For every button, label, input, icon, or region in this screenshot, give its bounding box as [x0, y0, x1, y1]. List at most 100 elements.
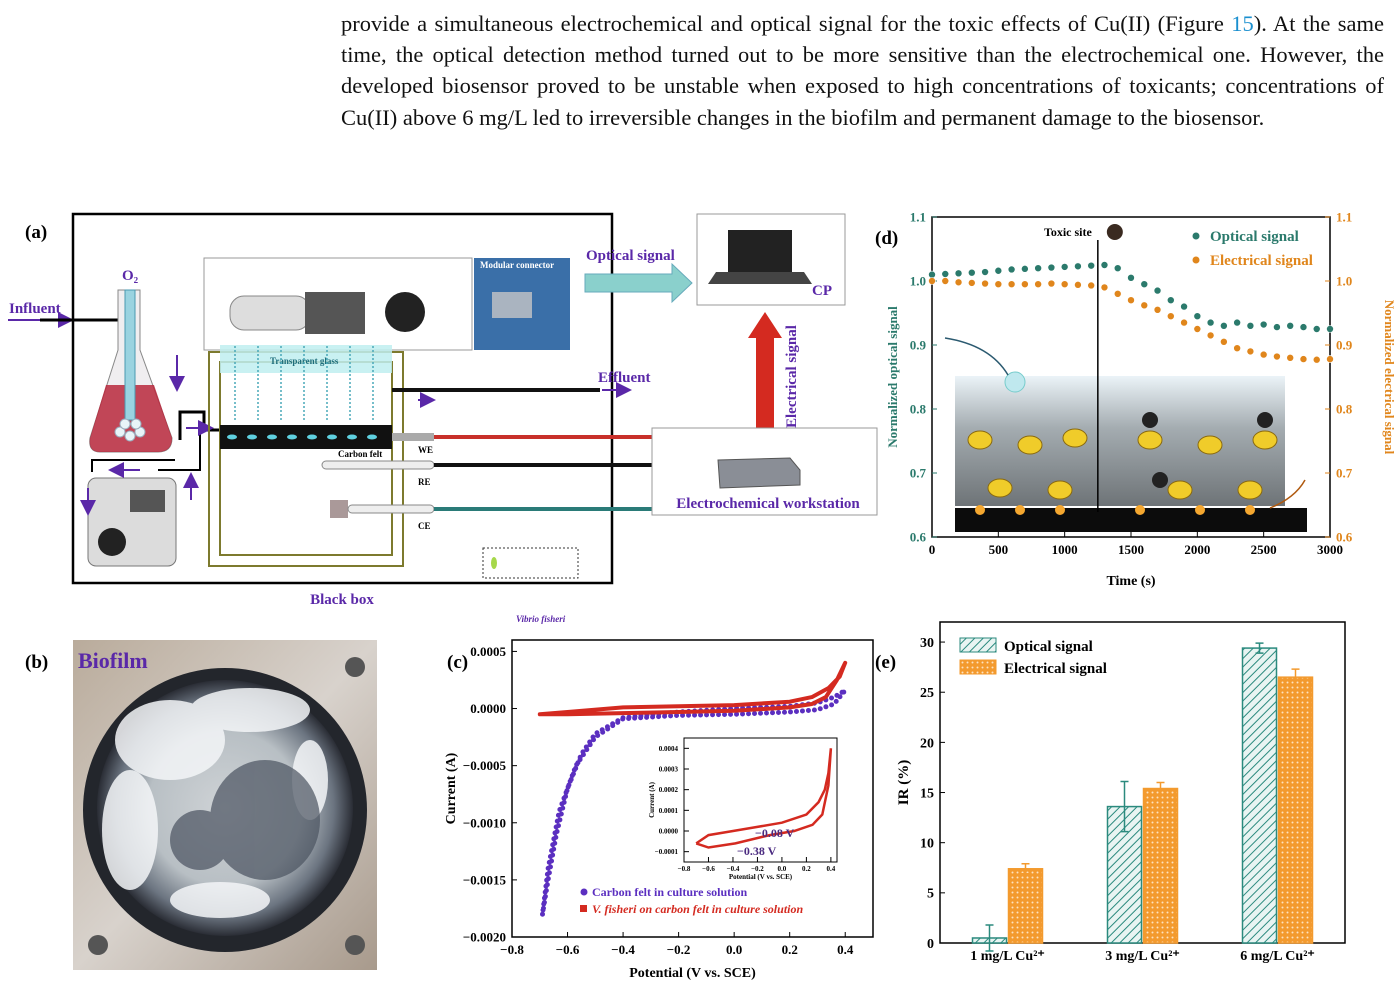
data-point: [1287, 354, 1294, 361]
y-tick-label: 20: [920, 736, 934, 751]
toxic-site-icon: [1107, 224, 1123, 240]
workstation-label: Electrochemical workstation: [676, 496, 860, 512]
re-electrode: [322, 461, 434, 469]
carbon-felt-label: Carbon felt: [338, 449, 382, 459]
panel-label: (b): [25, 652, 48, 673]
data-point: [995, 281, 1002, 288]
x-tick-label: 0.2: [802, 865, 811, 873]
bar: [1144, 789, 1178, 943]
x-axis-label: Time (s): [1106, 574, 1155, 589]
legend-marker: [580, 905, 587, 912]
y-tick-label: 0.7: [910, 466, 927, 481]
data-point: [995, 267, 1002, 274]
panel-b: (b) Biofilm: [25, 640, 377, 970]
data-point: [1194, 313, 1201, 320]
legend-label: Electrical signal: [1210, 253, 1313, 269]
x-tick-label: −0.8: [678, 865, 691, 873]
cv-curve: [540, 663, 845, 715]
ce-label: CE: [418, 521, 431, 531]
x-tick-label: 6 mg/L Cu²⁺: [1240, 949, 1315, 964]
data-point: [1035, 265, 1042, 272]
page: { "paragraph": { "before": "provide a si…: [0, 0, 1396, 983]
data-point: [1128, 297, 1135, 304]
screw-hole: [88, 935, 108, 955]
legend-label: V. fisheri on carbon felt in culture sol…: [592, 902, 803, 916]
data-point: [968, 279, 975, 286]
screw-hole: [345, 657, 365, 677]
oxygen-label: O₂: [122, 268, 139, 284]
data-point: [1061, 263, 1068, 270]
y-tick-label: 1.0: [910, 274, 926, 289]
data-point: [1141, 302, 1148, 309]
data-point: [1260, 351, 1267, 358]
y-tick-label: 0.8: [910, 402, 927, 417]
effluent-label: Effluent: [598, 370, 651, 386]
glass-label: Transparent glass: [270, 356, 339, 366]
y-tick-label: −0.0020: [463, 930, 506, 945]
data-point: [1247, 348, 1254, 355]
legend-bacterium: [491, 557, 497, 569]
data-point: [1327, 356, 1334, 363]
data-point: [1035, 281, 1042, 288]
y-tick-label: −0.0005: [463, 758, 507, 773]
screw-hole: [345, 935, 365, 955]
electrical-signal-label: Electrical signal: [784, 325, 800, 428]
data-point: [929, 278, 936, 285]
x-tick-label: 2500: [1251, 542, 1277, 557]
x-tick-label: −0.2: [751, 865, 764, 873]
x-tick-label: 500: [989, 542, 1009, 557]
y-tick-label: 10: [920, 837, 934, 852]
inset-x-label: Potential (V vs. SCE): [729, 873, 793, 881]
legend-label: Optical signal: [1210, 229, 1299, 245]
inset-annotation: −0.38 V: [737, 844, 777, 858]
panel-label: (d): [875, 228, 898, 249]
data-point: [1313, 356, 1320, 363]
data-point: [1207, 332, 1214, 339]
x-tick-label: 0.0: [778, 865, 787, 873]
y-tick-label: 0.9: [1336, 338, 1353, 353]
data-point: [1313, 326, 1320, 333]
data-point: [982, 269, 989, 276]
data-point: [1128, 274, 1135, 281]
y-tick-label: 1.0: [1336, 274, 1352, 289]
y-tick-label: 15: [920, 786, 934, 801]
influent-label: Influent: [9, 301, 61, 317]
legend-marker: [581, 889, 588, 896]
data-point: [1194, 326, 1201, 333]
x-tick-label: 1 mg/L Cu²⁺: [970, 949, 1045, 964]
y-tick-label: 5: [927, 887, 934, 902]
y-tick-label: −0.0015: [463, 872, 507, 887]
laptop-base: [708, 272, 812, 284]
optical-arrow: [585, 264, 692, 302]
data-point: [1300, 356, 1307, 363]
x-tick-label: −0.6: [702, 865, 715, 873]
legend-swatch: [960, 660, 996, 674]
legend-label: Optical signal: [1004, 639, 1093, 655]
y-tick-label: 1.1: [910, 210, 926, 225]
y-tick-label: 0.6: [1336, 530, 1353, 545]
x-tick-label: 1000: [1052, 542, 1078, 557]
x-tick-label: −0.2: [667, 942, 691, 957]
data-point: [1141, 281, 1148, 288]
x-tick-label: 0.4: [837, 942, 854, 957]
pmt-glass: [230, 296, 310, 330]
data-point: [1154, 306, 1161, 313]
y-tick-label: 0.6: [910, 530, 927, 545]
y-tick-label: −0.0010: [463, 815, 506, 830]
pump-head: [98, 528, 126, 556]
legend-swatch: [960, 638, 996, 652]
data-point: [1101, 284, 1108, 291]
data-point: [1181, 319, 1188, 326]
y-tick-label: 30: [920, 636, 934, 651]
data-point: [1220, 322, 1227, 329]
y-tick-label: 0.0001: [659, 807, 679, 815]
connector: [385, 292, 425, 332]
x-tick-label: −0.4: [727, 865, 740, 873]
panel-label: (e): [875, 652, 896, 673]
re-label: RE: [418, 477, 431, 487]
chip: [492, 292, 532, 318]
legend-label: Electrical signal: [1004, 661, 1107, 677]
x-tick-label: 0.4: [827, 865, 836, 873]
data-point: [1167, 313, 1174, 320]
data-point: [955, 279, 962, 286]
